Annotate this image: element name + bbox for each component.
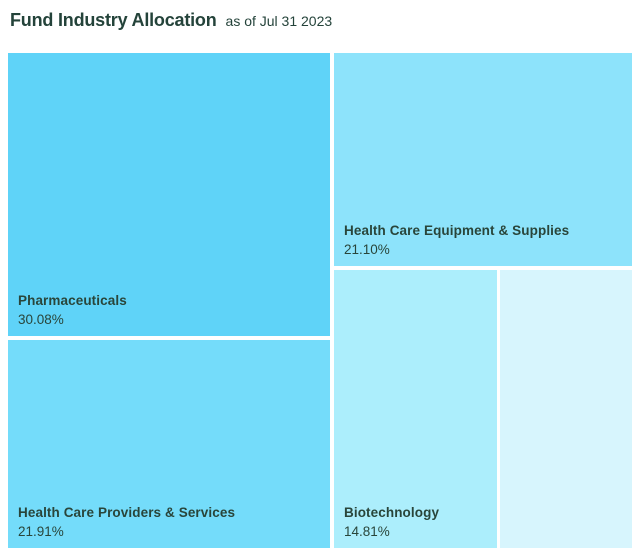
- tile-label: Health Care Equipment & Supplies: [344, 223, 570, 238]
- tile-value: 21.91%: [18, 524, 64, 539]
- tile-label: Biotechnology: [344, 505, 440, 520]
- tile-label-group: Health Care Equipment & Supplies 21.10%: [334, 221, 579, 266]
- chart-title: Fund Industry Allocation: [10, 10, 217, 30]
- treemap-tile-biotechnology: Biotechnology 14.81%: [334, 270, 497, 548]
- treemap-tile-unlabeled: [500, 270, 632, 548]
- treemap-tile-pharmaceuticals: Pharmaceuticals 30.08%: [8, 53, 330, 336]
- tile-label: Pharmaceuticals: [18, 293, 127, 308]
- treemap-tile-health-care-providers-services: Health Care Providers & Services 21.91%: [8, 340, 330, 548]
- chart-subtitle: as of Jul 31 2023: [225, 13, 333, 29]
- tile-label-group: Pharmaceuticals 30.08%: [8, 291, 137, 336]
- chart-header: Fund Industry Allocation as of Jul 31 20…: [10, 10, 332, 31]
- tile-label-group: Health Care Providers & Services 21.91%: [8, 503, 245, 548]
- treemap-tile-health-care-equipment-supplies: Health Care Equipment & Supplies 21.10%: [334, 53, 632, 266]
- tile-value: 30.08%: [18, 312, 64, 327]
- tile-label-group: Biotechnology 14.81%: [334, 503, 449, 548]
- tile-value: 21.10%: [344, 242, 390, 257]
- tile-value: 14.81%: [344, 524, 390, 539]
- tile-label: Health Care Providers & Services: [18, 505, 236, 520]
